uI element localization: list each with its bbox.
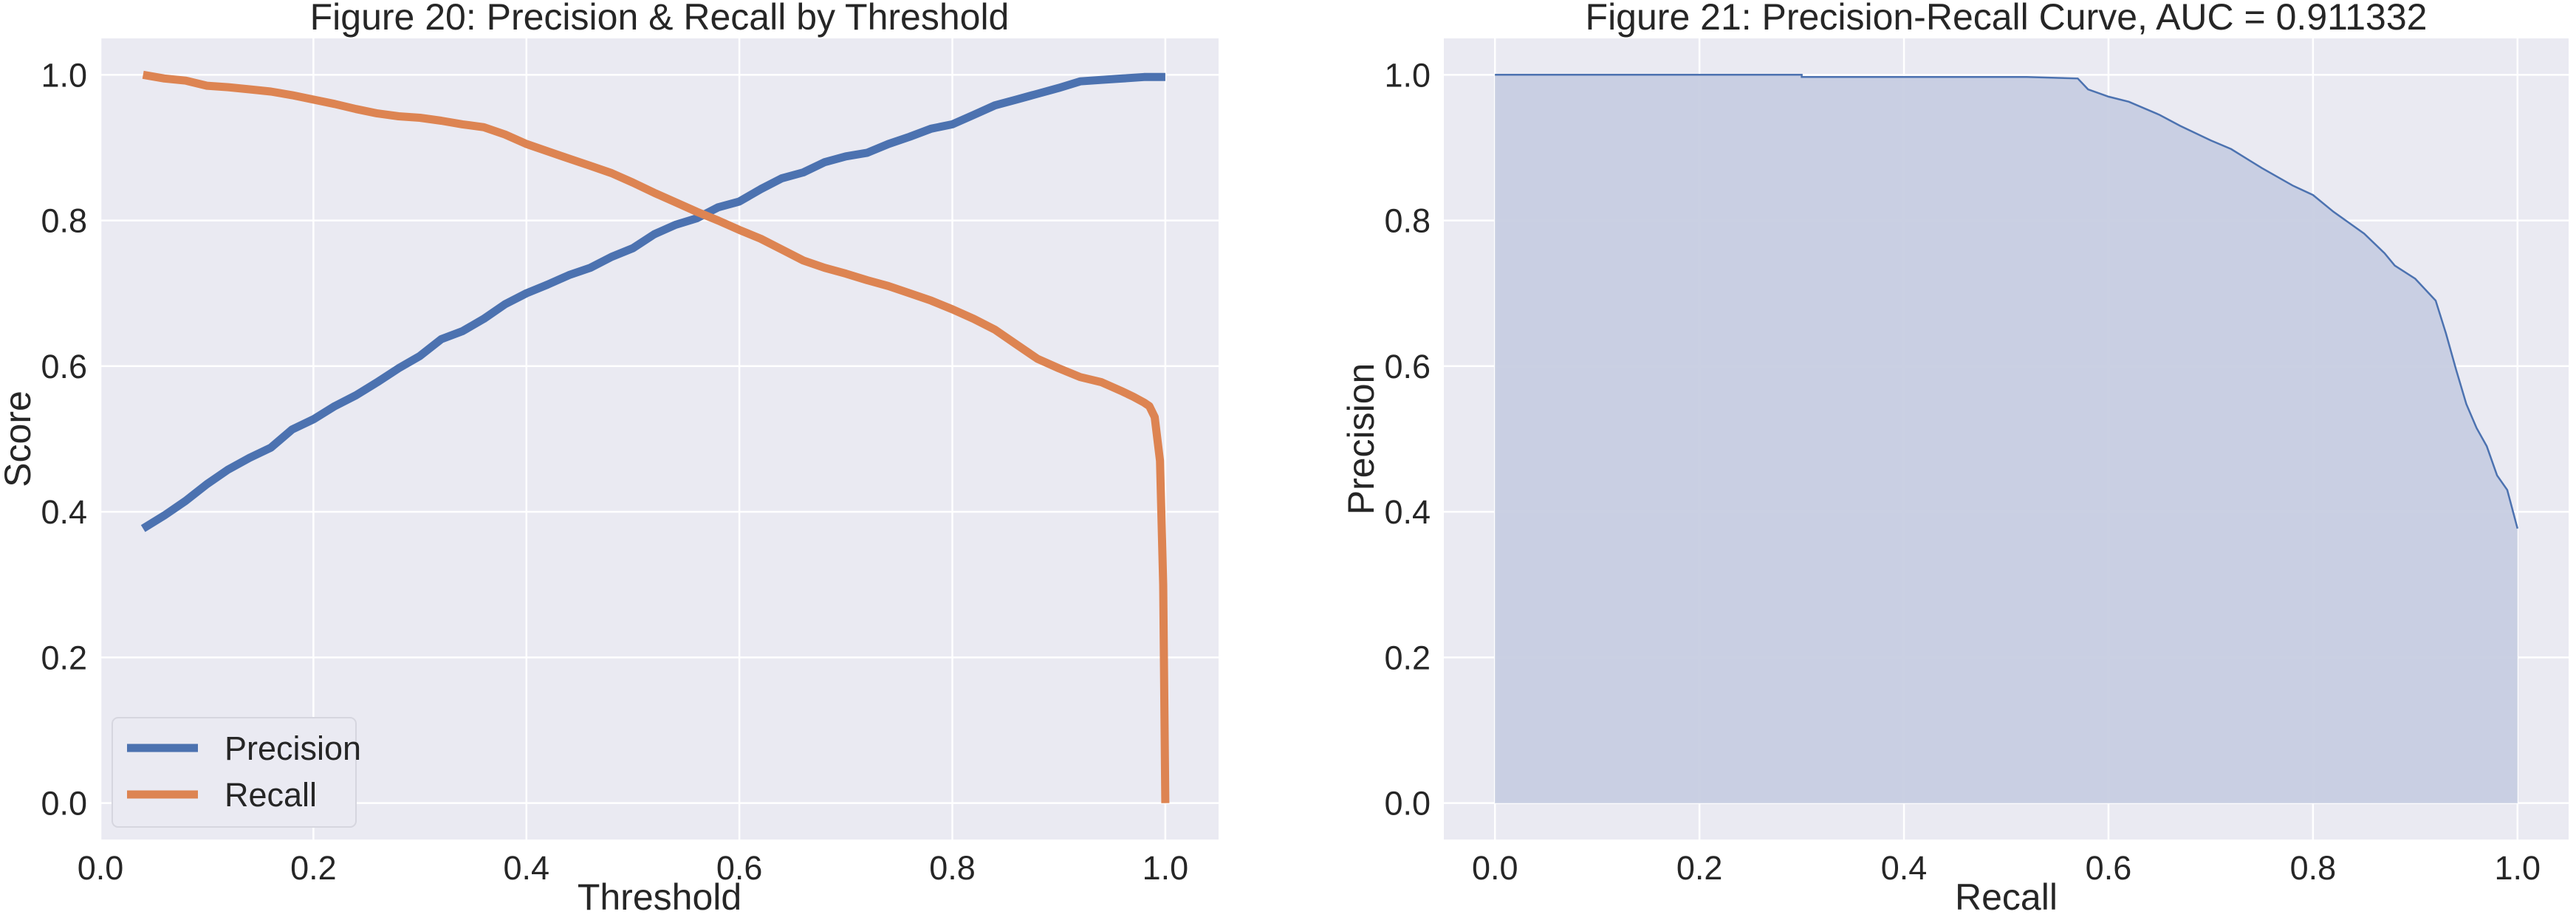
x-tick-label: 1.0 bbox=[1143, 849, 1189, 887]
x-tick-label: 0.2 bbox=[290, 849, 337, 887]
y-tick-label: 0.6 bbox=[1384, 348, 1431, 385]
y-tick-label: 0.2 bbox=[41, 639, 87, 676]
x-tick-label: 0.0 bbox=[1472, 849, 1518, 887]
legend-label-recall: Recall bbox=[225, 776, 317, 814]
y-tick-label: 1.0 bbox=[41, 56, 87, 94]
y-tick-label: 0.0 bbox=[41, 785, 87, 823]
x-tick-label: 0.6 bbox=[2086, 849, 2132, 887]
x-tick-label: 0.8 bbox=[929, 849, 976, 887]
y-tick-labels: 0.0 0.2 0.4 0.6 0.8 1.0 bbox=[41, 56, 87, 822]
pr-curve-area bbox=[1495, 74, 2519, 803]
series-lines bbox=[140, 70, 1170, 803]
x-tick-label: 0.2 bbox=[1676, 849, 1723, 887]
grid-lines bbox=[99, 38, 1219, 840]
x-axis-label: Recall bbox=[1955, 876, 2058, 916]
x-tick-label: 0.4 bbox=[1881, 849, 1928, 887]
pr-area-fill bbox=[1495, 75, 2518, 803]
y-tick-label: 0.4 bbox=[1384, 493, 1431, 531]
chart-title: Figure 21: Precision-Recall Curve, AUC =… bbox=[1586, 0, 2428, 38]
series-line-recall bbox=[142, 70, 1170, 803]
y-axis-label: Score bbox=[0, 391, 38, 487]
y-tick-label: 0.0 bbox=[1384, 785, 1431, 823]
x-axis-label: Threshold bbox=[578, 876, 741, 916]
x-tick-labels: 0.0 0.2 0.4 0.6 0.8 1.0 bbox=[1472, 849, 2541, 887]
legend-label-precision: Precision bbox=[225, 730, 361, 767]
x-tick-label: 0.0 bbox=[78, 849, 124, 887]
y-tick-label: 0.8 bbox=[41, 202, 87, 240]
x-tick-labels: 0.0 0.2 0.4 0.6 0.8 1.0 bbox=[78, 849, 1188, 887]
pr-curve-line bbox=[1495, 74, 2519, 529]
y-tick-label: 0.2 bbox=[1384, 639, 1431, 676]
legend: Precision Recall bbox=[112, 717, 361, 828]
y-tick-label: 0.8 bbox=[1384, 202, 1431, 240]
y-tick-label: 1.0 bbox=[1384, 56, 1431, 94]
y-axis-label: Precision bbox=[1340, 363, 1382, 515]
series-line-precision bbox=[140, 72, 1165, 532]
x-tick-label: 1.0 bbox=[2494, 849, 2541, 887]
chart-precision-recall-curve: 0.0 0.2 0.4 0.6 0.8 1.0 0.0 0.2 0.4 0.6 0.8 1.0 Fi… bbox=[1340, 0, 2569, 918]
x-tick-label: 0.8 bbox=[2290, 849, 2337, 887]
chart-title: Figure 20: Precision & Recall by Thresho… bbox=[310, 0, 1010, 38]
x-tick-label: 0.6 bbox=[716, 849, 763, 887]
y-tick-label: 0.4 bbox=[41, 493, 87, 531]
y-tick-labels: 0.0 0.2 0.4 0.6 0.8 1.0 bbox=[1384, 56, 1431, 822]
y-tick-label: 0.6 bbox=[41, 348, 87, 385]
x-tick-label: 0.4 bbox=[503, 849, 549, 887]
chart-precision-recall-by-threshold: 0.0 0.2 0.4 0.6 0.8 1.0 0.0 0.2 0.4 0.6 0.8 1.0 Fi… bbox=[0, 0, 1219, 918]
